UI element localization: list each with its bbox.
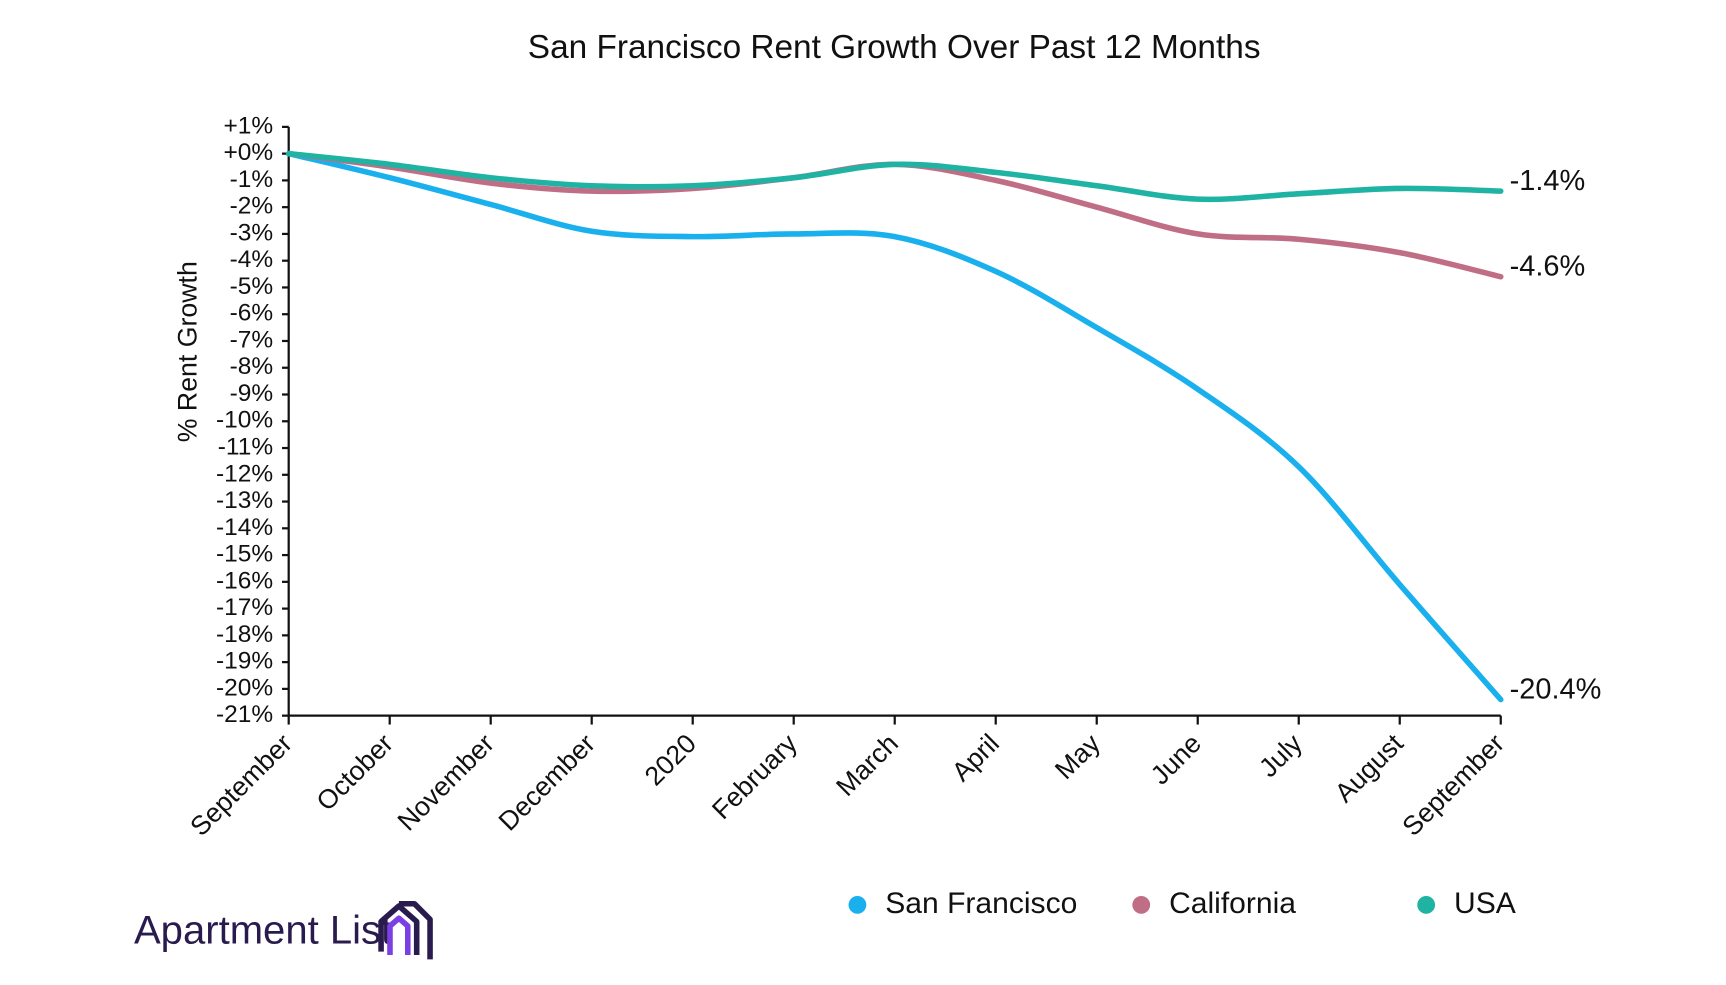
y-tick-label: -15% bbox=[216, 541, 273, 568]
data-label: -4.6% bbox=[1510, 250, 1586, 282]
y-tick-label: -2% bbox=[230, 193, 274, 220]
data-label: -1.4% bbox=[1510, 165, 1586, 197]
y-tick-label: -7% bbox=[230, 326, 274, 353]
legend-label: California bbox=[1169, 887, 1296, 920]
legend-marker bbox=[1132, 895, 1151, 914]
y-tick-label: -8% bbox=[230, 353, 274, 380]
x-tick-label: September bbox=[184, 728, 298, 842]
y-tick-label: -11% bbox=[218, 433, 273, 460]
x-tick-label: March bbox=[830, 728, 904, 802]
x-tick-label: November bbox=[392, 728, 500, 836]
line bbox=[285, 150, 1504, 280]
logo-icon bbox=[378, 900, 433, 960]
x-tick-label: February bbox=[706, 728, 803, 825]
x-tick-label: April bbox=[946, 728, 1005, 787]
y-tick-label: -17% bbox=[216, 594, 273, 621]
y-tick-label: -10% bbox=[216, 407, 273, 434]
y-tick-label: +0% bbox=[223, 139, 273, 166]
legend-marker bbox=[848, 895, 867, 914]
legend-marker bbox=[1417, 895, 1436, 914]
line bbox=[285, 150, 1504, 203]
legend-label: San Francisco bbox=[885, 887, 1077, 920]
y-tick-label: -16% bbox=[216, 567, 273, 594]
y-tick-label: -5% bbox=[230, 273, 274, 300]
y-tick-label: -1% bbox=[230, 166, 274, 193]
y-tick-label: -19% bbox=[216, 648, 273, 675]
y-tick-label: +1% bbox=[223, 112, 273, 139]
y-tick-label: -20% bbox=[216, 674, 273, 701]
y-axis-label: % Rent Growth bbox=[173, 261, 203, 442]
y-tick-label: -12% bbox=[216, 460, 273, 487]
y-tick-label: -3% bbox=[230, 219, 274, 246]
x-tick-label: October bbox=[311, 728, 399, 816]
y-tick-label: -21% bbox=[216, 701, 273, 728]
chart-title: San Francisco Rent Growth Over Past 12 M… bbox=[528, 29, 1261, 66]
x-tick-label: 2020 bbox=[639, 728, 702, 791]
y-tick-label: -4% bbox=[230, 246, 274, 273]
data-label: -20.4% bbox=[1510, 673, 1602, 705]
logo-text: Apartment List bbox=[134, 908, 392, 952]
x-tick-label: September bbox=[1396, 728, 1510, 842]
y-tick-label: -14% bbox=[216, 514, 273, 541]
x-tick-label: December bbox=[493, 728, 601, 836]
line bbox=[285, 150, 1504, 703]
y-tick-label: -18% bbox=[216, 621, 273, 648]
y-tick-label: -9% bbox=[230, 380, 274, 407]
x-tick-label: August bbox=[1329, 728, 1409, 808]
x-tick-label: May bbox=[1049, 728, 1106, 785]
y-tick-label: -6% bbox=[230, 300, 274, 327]
y-tick-label: -13% bbox=[216, 487, 273, 514]
legend-label: USA bbox=[1454, 887, 1516, 920]
x-tick-label: June bbox=[1145, 728, 1207, 790]
x-tick-label: July bbox=[1253, 728, 1308, 783]
